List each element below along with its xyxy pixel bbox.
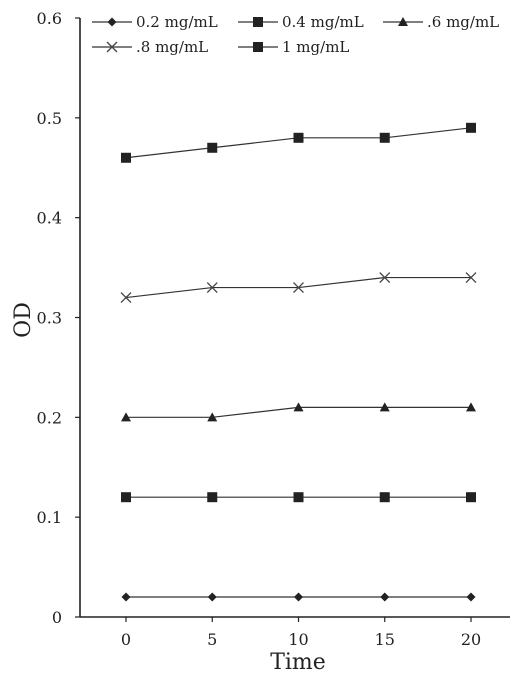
legend-marker [107,17,117,27]
series-lines [125,127,472,598]
data-point-8-mg-ml [206,282,218,294]
legend-label: 1 mg/mL [282,38,349,56]
data-point-0-2-mg-ml [294,592,303,602]
legend-item: 1 mg/mL [238,38,349,56]
data-point-6-mg-ml [466,402,476,412]
data-point-8-mg-ml [120,292,132,303]
y-tick-label: 0 [52,608,62,627]
y-axis-title: OD [11,302,36,338]
data-point-8-mg-ml [293,282,304,294]
data-point-6-mg-ml [379,402,390,412]
data-point-1-mg-ml [207,142,218,153]
axes: 0 0.1 0.2 0.3 0.4 0.5 0.6 0 5 10 15 20 [37,9,510,649]
y-tick-label: 0.5 [37,109,62,128]
data-point-6-mg-ml [207,412,218,422]
legend-marker [253,42,263,52]
y-tick-label: 0.2 [37,408,62,427]
data-point-1-mg-ml [121,152,131,163]
y-tick-label: 0.3 [37,309,62,328]
y-tick-label: 0.6 [37,9,62,28]
legend-marker [253,17,263,27]
x-tick-label: 20 [461,630,481,649]
data-point-0-2-mg-ml [380,592,390,602]
data-point-8-mg-ml [379,272,391,284]
data-point-0-4-mg-ml [293,492,304,503]
series-markers [120,122,477,602]
x-tick-label: 10 [288,630,308,649]
legend-item: 0.2 mg/mL [92,13,218,31]
y-tick-label: 0.4 [37,209,62,228]
legend-item: 0.4 mg/mL [238,13,364,31]
x-marker-stroke [106,41,118,53]
legend-item: .8 mg/mL [92,38,208,56]
data-point-0-2-mg-ml [207,592,217,602]
y-tick-label: 0.1 [37,508,62,527]
legend-label: 0.2 mg/mL [136,13,218,31]
legend-marker [398,17,408,26]
x-tick-label: 0 [121,630,131,649]
legend-marker [106,41,118,53]
data-point-8-mg-ml [465,272,477,284]
x-tick-label: 15 [375,630,395,649]
x-tick-label: 5 [207,630,217,649]
data-point-0-2-mg-ml [121,592,131,602]
data-point-0-4-mg-ml [121,492,131,503]
legend-item: .6 mg/mL [383,13,499,31]
legend: 0.2 mg/mL 0.4 mg/mL .6 mg/mL .8 mg/mL 1 mg/m… [92,13,499,56]
data-point-0-4-mg-ml [379,492,390,503]
data-point-1-mg-ml [293,132,304,143]
x-marker-stroke [120,292,132,303]
x-marker-stroke [206,282,218,294]
x-marker-stroke [379,272,391,284]
x-marker-stroke [293,282,304,294]
x-marker-stroke [465,272,477,284]
data-point-6-mg-ml [121,412,131,422]
data-point-0-2-mg-ml [466,592,476,602]
legend-label: .6 mg/mL [427,13,499,31]
data-point-1-mg-ml [379,132,390,143]
x-axis-title: Time [270,650,326,675]
data-point-1-mg-ml [466,122,476,133]
data-point-0-4-mg-ml [207,492,218,503]
legend-label: 0.4 mg/mL [282,13,364,31]
legend-label: .8 mg/mL [136,38,208,56]
data-point-6-mg-ml [293,402,304,412]
data-point-0-4-mg-ml [466,492,476,503]
